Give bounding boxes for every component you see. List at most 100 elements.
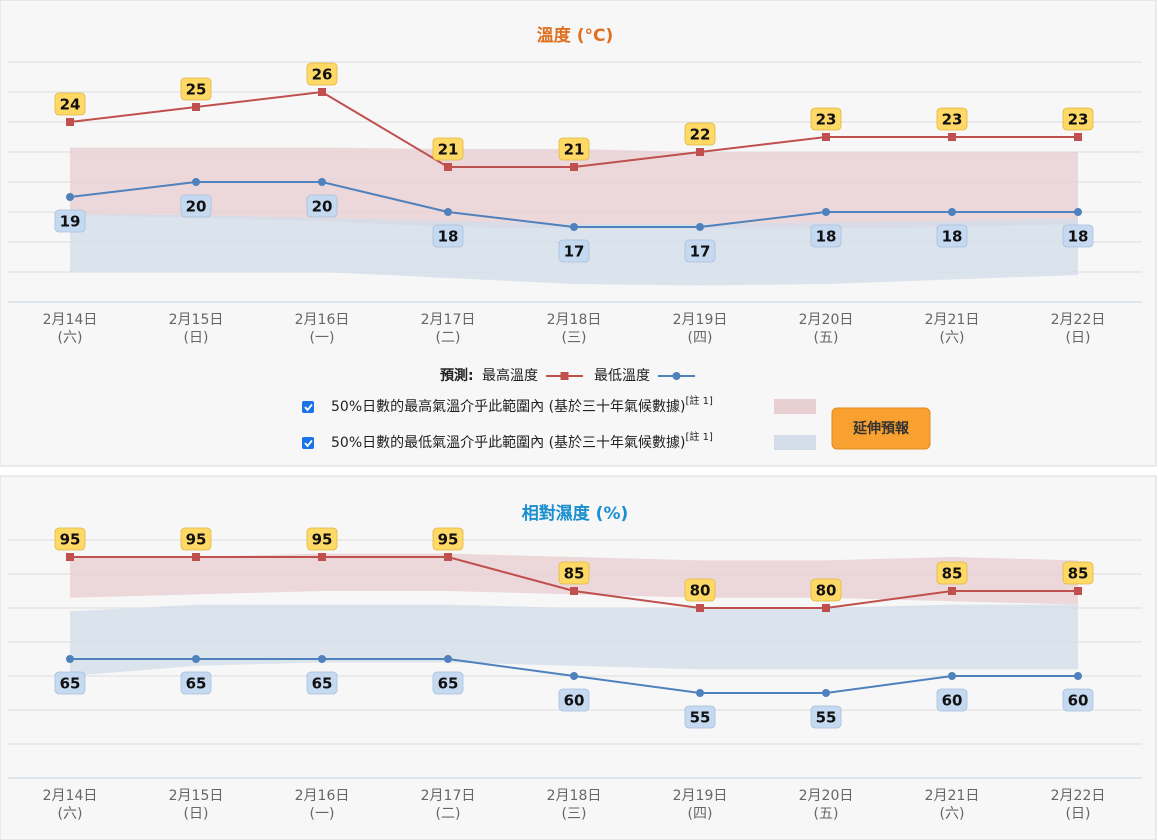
legend-title: 預測: xyxy=(440,367,474,384)
data-label: 18 xyxy=(942,228,963,246)
point-marker xyxy=(444,208,452,216)
point-marker xyxy=(1074,208,1082,216)
band-note: [註 1] xyxy=(686,431,713,443)
point-marker xyxy=(948,208,956,216)
data-label: 17 xyxy=(564,243,585,261)
x-tick-sublabel: (日) xyxy=(184,806,209,822)
checkbox-tick xyxy=(304,439,313,448)
point-marker xyxy=(444,163,452,171)
button-label: 延伸預報 xyxy=(852,420,910,437)
x-tick-label: 2月14日 xyxy=(43,312,98,328)
x-tick-sublabel: (五) xyxy=(814,330,839,346)
point-marker xyxy=(570,223,578,231)
band-legend-text: 50%日數的最高氣溫介乎此範圍內 (基於三十年氣候數據)[註 1] xyxy=(331,395,713,415)
data-label: 85 xyxy=(942,565,963,583)
x-tick-sublabel: (一) xyxy=(310,806,335,822)
data-label-box xyxy=(180,194,212,218)
x-tick-label: 2月20日 xyxy=(799,312,854,328)
data-label-box xyxy=(1062,224,1094,248)
extended-forecast-button[interactable]: 延伸預報 xyxy=(831,407,931,450)
band-swatch xyxy=(774,399,816,414)
data-label: 85 xyxy=(564,565,585,583)
x-tick-sublabel: (二) xyxy=(436,806,461,822)
point-marker xyxy=(66,553,74,561)
button-background xyxy=(831,407,931,450)
data-label-box xyxy=(810,224,842,248)
point-marker xyxy=(444,553,452,561)
data-label: 26 xyxy=(312,66,333,84)
x-tick-label: 2月22日 xyxy=(1051,312,1106,328)
data-label-box xyxy=(306,671,338,695)
point-marker xyxy=(318,88,326,96)
x-tick-sublabel: (三) xyxy=(562,806,587,822)
data-label: 19 xyxy=(60,213,81,231)
data-label: 21 xyxy=(438,141,459,159)
x-tick-sublabel: (日) xyxy=(1066,330,1091,346)
data-label: 18 xyxy=(438,228,459,246)
x-tick-label: 2月14日 xyxy=(43,788,98,804)
data-label: 23 xyxy=(942,111,963,129)
point-marker xyxy=(192,103,200,111)
data-label-box xyxy=(936,561,968,585)
point-marker xyxy=(66,193,74,201)
data-label: 17 xyxy=(690,243,711,261)
data-label: 25 xyxy=(186,81,207,99)
data-label-box xyxy=(432,137,464,161)
data-label-box xyxy=(1062,688,1094,712)
point-marker xyxy=(192,655,200,663)
point-marker xyxy=(696,148,704,156)
x-tick-sublabel: (三) xyxy=(562,330,587,346)
data-label-box xyxy=(180,77,212,101)
point-marker xyxy=(192,553,200,561)
point-marker xyxy=(444,655,452,663)
data-label: 18 xyxy=(1068,228,1089,246)
x-tick-sublabel: (四) xyxy=(688,330,713,346)
point-marker xyxy=(570,672,578,680)
band-name: 50%日數的最高氣溫介乎此範圍內 (基於三十年氣候數據) xyxy=(331,398,686,415)
data-label: 22 xyxy=(690,126,711,144)
data-label: 21 xyxy=(564,141,585,159)
data-label: 95 xyxy=(312,531,333,549)
data-label-box xyxy=(936,107,968,131)
x-tick-sublabel: (四) xyxy=(688,806,713,822)
band-legend-text: 50%日數的最低氣溫介乎此範圍內 (基於三十年氣候數據)[註 1] xyxy=(331,431,713,451)
data-label: 65 xyxy=(60,675,81,693)
x-tick-sublabel: (二) xyxy=(436,330,461,346)
data-label: 24 xyxy=(60,96,81,114)
data-label-box xyxy=(558,688,590,712)
data-label: 95 xyxy=(186,531,207,549)
data-label: 55 xyxy=(816,709,837,727)
data-label-box xyxy=(684,705,716,729)
point-marker xyxy=(1074,133,1082,141)
x-tick-label: 2月17日 xyxy=(421,312,476,328)
data-label: 60 xyxy=(1068,692,1089,710)
data-label-box xyxy=(684,239,716,263)
data-label: 80 xyxy=(816,582,837,600)
data-label-box xyxy=(54,527,86,551)
x-tick-label: 2月18日 xyxy=(547,788,602,804)
point-marker xyxy=(570,163,578,171)
x-tick-label: 2月17日 xyxy=(421,788,476,804)
data-label-box xyxy=(684,578,716,602)
data-label: 95 xyxy=(60,531,81,549)
data-label: 20 xyxy=(186,198,207,216)
data-label-box xyxy=(54,92,86,116)
data-label: 60 xyxy=(942,692,963,710)
data-label: 95 xyxy=(438,531,459,549)
checkbox[interactable] xyxy=(302,437,314,449)
point-marker xyxy=(696,604,704,612)
point-marker xyxy=(66,655,74,663)
data-label: 23 xyxy=(1068,111,1089,129)
data-label-box xyxy=(180,527,212,551)
x-tick-sublabel: (五) xyxy=(814,806,839,822)
point-marker xyxy=(1074,587,1082,595)
point-marker xyxy=(570,587,578,595)
legend-label: 最低溫度 xyxy=(594,368,650,384)
x-tick-label: 2月20日 xyxy=(799,788,854,804)
checkbox[interactable] xyxy=(302,401,314,413)
x-tick-label: 2月16日 xyxy=(295,788,350,804)
x-tick-label: 2月19日 xyxy=(673,788,728,804)
x-tick-label: 2月18日 xyxy=(547,312,602,328)
x-tick-sublabel: (日) xyxy=(1066,806,1091,822)
x-tick-label: 2月16日 xyxy=(295,312,350,328)
